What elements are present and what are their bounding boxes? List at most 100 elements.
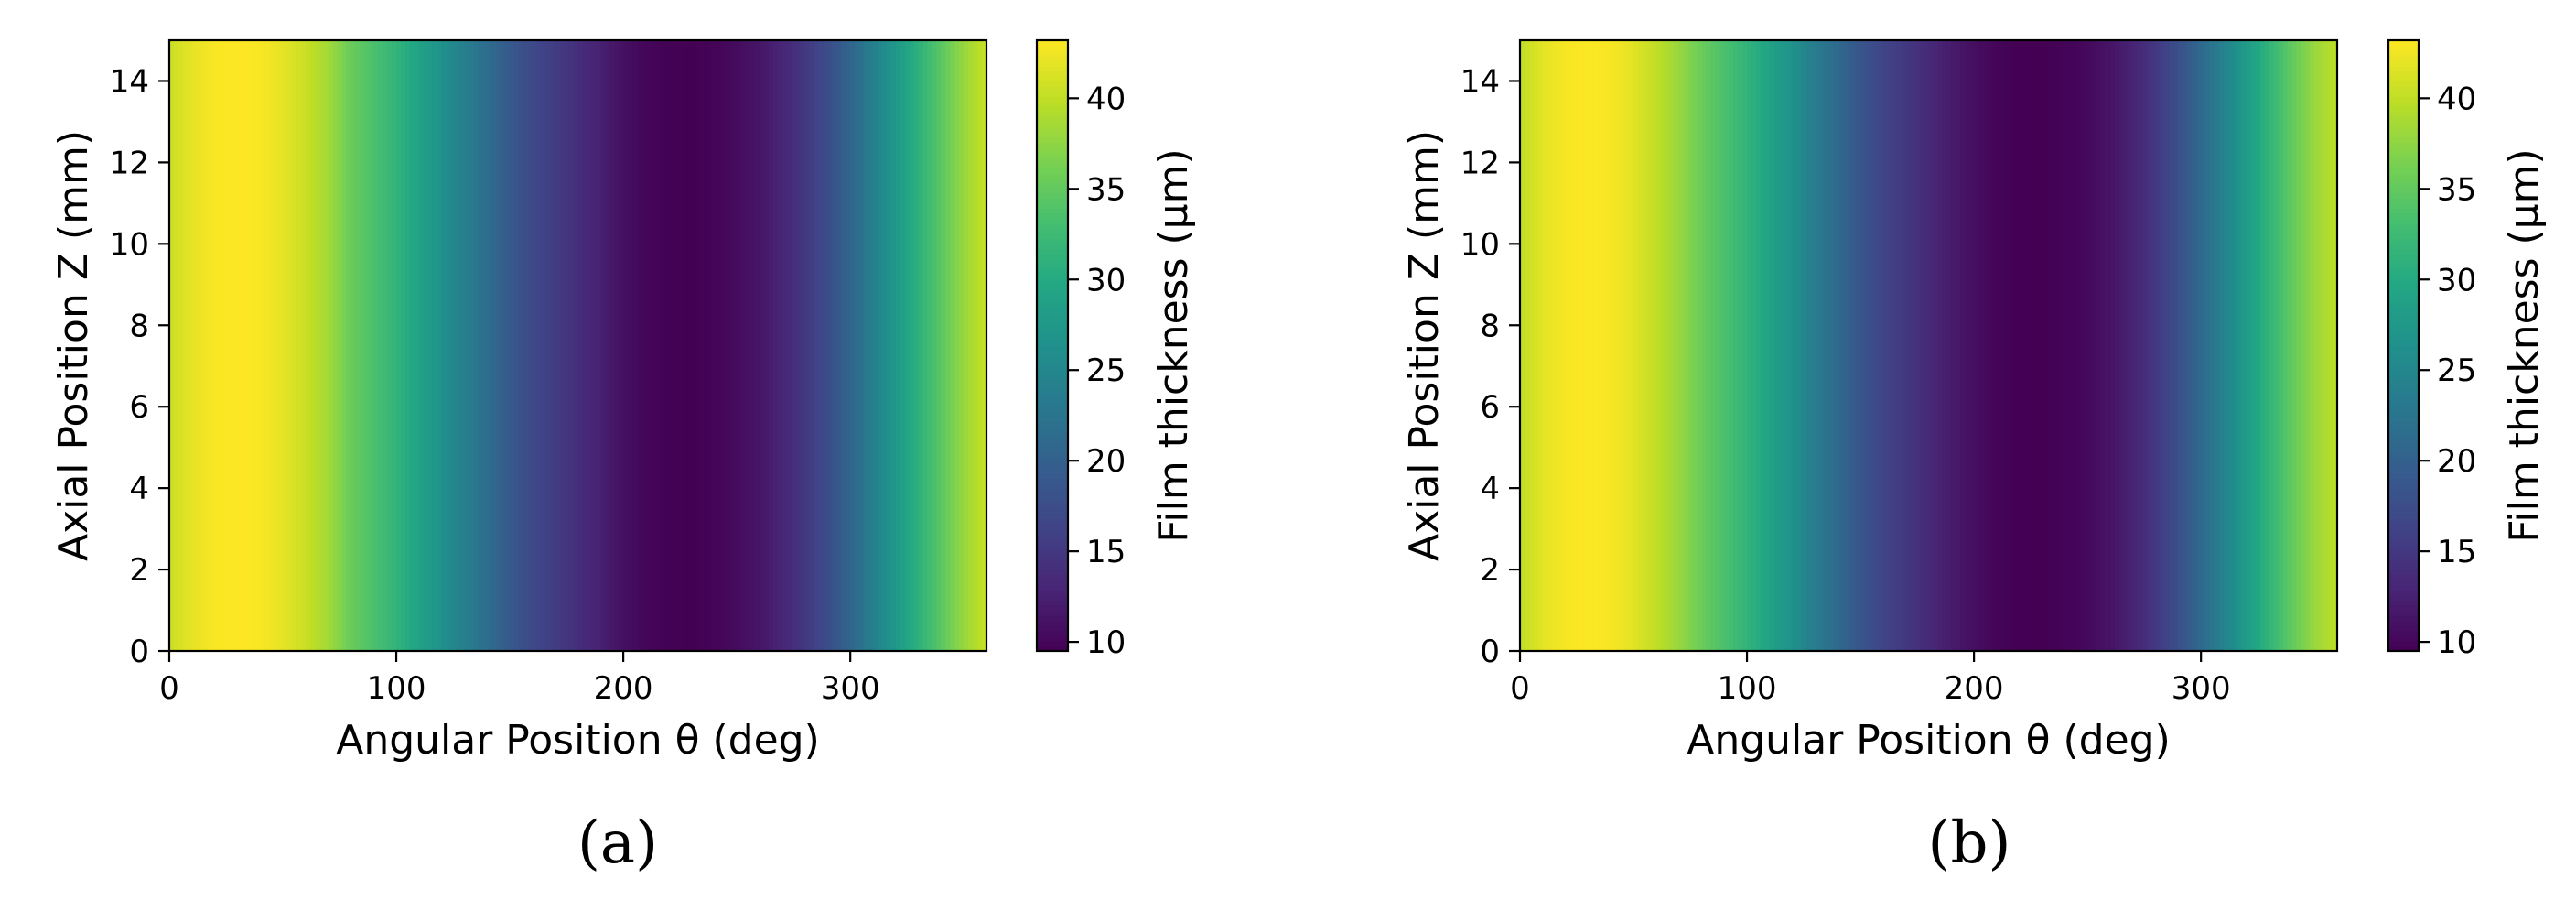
y-tick-label: 8 xyxy=(1480,308,1500,344)
heatmap-column xyxy=(2028,40,2034,651)
heatmap-column xyxy=(2118,40,2125,651)
colorbar-segment xyxy=(1037,518,1068,525)
heatmap-column xyxy=(2164,40,2171,651)
heatmap-column xyxy=(1701,40,1707,651)
colorbar-segment xyxy=(2388,431,2419,439)
colorbar-segment xyxy=(2388,218,2419,224)
colorbar-segment xyxy=(2388,223,2419,230)
colorbar-segment xyxy=(2388,330,2419,336)
heatmap-column xyxy=(909,40,915,651)
heatmap-column xyxy=(1978,40,1984,651)
heatmap-column xyxy=(555,40,561,651)
heatmap-column xyxy=(763,40,770,651)
colorbar-segment xyxy=(2388,625,2419,632)
heatmap-column xyxy=(360,40,365,651)
colorbar-segment xyxy=(1037,534,1068,540)
heatmap-column xyxy=(2014,40,2021,651)
colorbar-segment xyxy=(2388,91,2419,97)
heatmap-column xyxy=(2291,40,2297,651)
heatmap-column xyxy=(614,40,620,651)
heatmap-column xyxy=(2146,40,2152,651)
colorbar-segment xyxy=(1037,604,1068,612)
heatmap-column xyxy=(1556,40,1562,651)
colorbar-segment xyxy=(2388,152,2419,158)
colorbar-segment xyxy=(2388,345,2419,352)
heatmap-column xyxy=(545,40,552,651)
heatmap-column xyxy=(2310,40,2315,651)
colorbar-segment xyxy=(2388,320,2419,326)
heatmap-column xyxy=(827,40,833,651)
heatmap-column xyxy=(1733,40,1739,651)
colorbar-segment xyxy=(2388,559,2419,566)
colorbar-segment xyxy=(1037,340,1068,347)
colorbar-segment xyxy=(1037,385,1068,393)
heatmap-column xyxy=(759,40,765,651)
heatmap-column xyxy=(350,40,356,651)
heatmap-column xyxy=(650,40,656,651)
heatmap-column xyxy=(2019,40,2025,651)
heatmap-column xyxy=(373,40,379,651)
colorbar-segment xyxy=(2388,274,2419,280)
x-axis-label: Angular Position θ (deg) xyxy=(1687,717,2171,764)
heatmap-column xyxy=(1579,40,1585,651)
colorbar-segment xyxy=(1037,320,1068,326)
heatmap-column xyxy=(409,40,415,651)
heatmap-column xyxy=(205,40,211,651)
colorbar-tick-label: 30 xyxy=(1086,262,1126,298)
colorbar-segment xyxy=(2388,325,2419,331)
colorbar-segment xyxy=(2388,580,2419,586)
heatmap-column xyxy=(750,40,756,651)
heatmap-column xyxy=(1646,40,1653,651)
heatmap-column xyxy=(341,40,348,651)
colorbar-segment xyxy=(2388,111,2419,117)
heatmap-column xyxy=(237,40,243,651)
colorbar-label: Film thickness (μm) xyxy=(2501,148,2548,542)
colorbar-tick-label: 20 xyxy=(2437,443,2476,480)
heatmap-column xyxy=(469,40,474,651)
heatmap-column xyxy=(274,40,279,651)
colorbar-segment xyxy=(2388,554,2419,560)
heatmap-column xyxy=(1633,40,1639,651)
heatmap-column xyxy=(2037,40,2043,651)
colorbar-segment xyxy=(2388,126,2419,133)
heatmap-column xyxy=(777,40,783,651)
heatmap-column xyxy=(2319,40,2324,651)
colorbar-segment xyxy=(1037,635,1068,642)
heatmap-column xyxy=(1574,40,1580,651)
heatmap-column xyxy=(2210,40,2215,651)
heatmap-column xyxy=(2296,40,2301,651)
heatmap-column xyxy=(2137,40,2143,651)
heatmap-column xyxy=(609,40,615,651)
heatmap-column xyxy=(1956,40,1961,651)
heatmap-column xyxy=(659,40,665,651)
colorbar-segment xyxy=(1037,396,1068,403)
y-tick-label: 4 xyxy=(1480,471,1500,507)
heatmap-column xyxy=(1751,40,1757,651)
heatmap-column xyxy=(2005,40,2011,651)
heatmap-column xyxy=(1520,40,1525,651)
colorbar-segment xyxy=(2388,534,2419,540)
colorbar-segment xyxy=(1037,289,1068,296)
colorbar-segment xyxy=(2388,407,2419,413)
heatmap-column xyxy=(1687,40,1694,651)
colorbar-segment xyxy=(2388,457,2419,463)
panel-a: 0 100 200 300 0 2 4 6 8 10 12 14 Angular Position θ … xyxy=(50,38,1197,877)
colorbar-segment xyxy=(2388,96,2419,103)
heatmap-column xyxy=(505,40,511,651)
y-axis-label: Axial Position Z (mm) xyxy=(1401,130,1448,561)
colorbar-segment xyxy=(2388,427,2419,433)
heatmap-column xyxy=(527,40,534,651)
heatmap-column xyxy=(2083,40,2088,651)
colorbar-segment xyxy=(1037,178,1068,184)
heatmap-column xyxy=(328,40,334,651)
colorbar-segment xyxy=(2388,192,2419,199)
colorbar-segment xyxy=(2388,355,2419,362)
heatmap-column xyxy=(200,40,207,651)
heatmap-column xyxy=(1624,40,1630,651)
colorbar-segment xyxy=(2388,228,2419,234)
y-tick-label: 6 xyxy=(1480,389,1500,426)
colorbar-segment xyxy=(2388,361,2419,367)
colorbar-segment xyxy=(2388,106,2419,113)
colorbar-segment xyxy=(2388,488,2419,494)
